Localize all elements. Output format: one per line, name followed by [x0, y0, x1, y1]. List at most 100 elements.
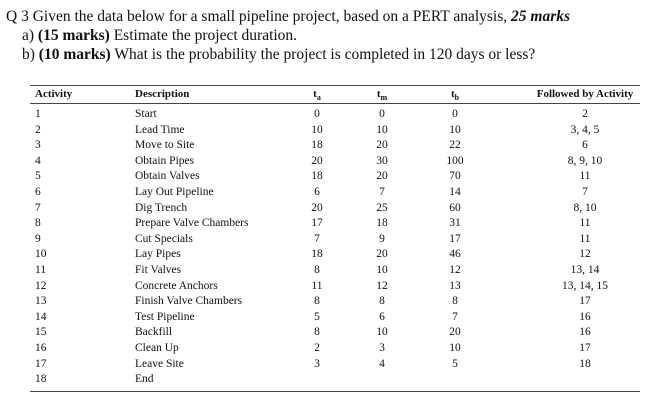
header-sub: b	[454, 93, 460, 103]
header-sub: m	[380, 93, 388, 103]
activity-id: 18	[35, 373, 47, 386]
description: Lead Time	[135, 123, 185, 136]
part-label: b)	[22, 46, 35, 63]
column-header: Followed by Activity	[537, 87, 634, 101]
part-b: b) (10 marks) What is the probability th…	[22, 46, 535, 64]
followed-by: 7	[582, 186, 588, 198]
followed-by: 11	[579, 232, 591, 245]
description: Cut Specials	[135, 232, 193, 245]
table-top-rule	[30, 85, 640, 86]
time-estimate: 20	[449, 326, 461, 339]
followed-by: 3, 4, 5	[570, 123, 600, 136]
followed-by: 16	[579, 310, 591, 323]
time-estimate: 46	[449, 248, 461, 261]
part-label: a)	[22, 27, 35, 44]
time-estimate: 20	[376, 170, 388, 183]
time-estimate: 14	[449, 186, 461, 198]
part-text: What is the probability the project is c…	[114, 46, 536, 63]
time-estimate: 7	[452, 310, 458, 323]
time-estimate: 3	[314, 357, 320, 370]
time-estimate: 12	[376, 279, 388, 292]
activity-id: 15	[35, 326, 47, 339]
followed-by: 17	[579, 342, 591, 354]
time-estimate: 18	[311, 170, 323, 183]
activity-id: 7	[35, 201, 41, 214]
followed-by: 6	[582, 139, 588, 152]
activity-id: 14	[35, 310, 47, 323]
time-estimate: 20	[311, 201, 323, 214]
description: Prepare Valve Chambers	[135, 217, 249, 230]
time-estimate: 6	[379, 310, 385, 323]
description: Lay Pipes	[135, 248, 181, 261]
description: Concrete Anchors	[135, 279, 218, 292]
time-estimate: 20	[376, 248, 388, 261]
time-estimate: 10	[449, 123, 461, 136]
header-sub: a	[316, 93, 321, 103]
followed-by: 17	[579, 295, 591, 308]
followed-by: 8, 10	[573, 201, 597, 214]
header-rule	[30, 103, 640, 104]
time-estimate: 31	[449, 217, 461, 230]
followed-by: 16	[579, 326, 591, 339]
question-marks: 25 marks	[511, 8, 571, 25]
time-estimate: 8	[314, 326, 320, 339]
time-estimate: 13	[449, 279, 461, 292]
table-bottom-rule	[30, 391, 640, 392]
time-estimate: 10	[376, 264, 388, 276]
column-header: Description	[135, 87, 189, 101]
activity-id: 12	[35, 279, 47, 292]
header-main: Description	[135, 88, 190, 100]
time-estimate: 0	[379, 108, 385, 120]
time-estimate: 10	[449, 342, 461, 354]
activity-id: 3	[35, 139, 41, 152]
part-a: a) (15 marks) Estimate the project durat…	[22, 27, 297, 45]
description: Leave Site	[135, 357, 184, 370]
followed-by: 12	[579, 248, 591, 261]
activity-id: 11	[35, 264, 47, 276]
description: Start	[135, 108, 157, 120]
description: Dig Trench	[135, 201, 188, 214]
header-main: Followed by Activity	[536, 88, 634, 100]
description: Move to Site	[135, 139, 195, 152]
time-estimate: 4	[379, 357, 385, 370]
activity-id: 2	[35, 123, 41, 136]
time-estimate: 7	[379, 186, 385, 198]
activity-id: 4	[35, 154, 41, 167]
header-main: t	[313, 88, 317, 100]
time-estimate: 0	[452, 108, 458, 120]
time-estimate: 70	[449, 170, 461, 183]
time-estimate: 2	[314, 342, 320, 354]
activity-id: 16	[35, 342, 47, 354]
time-estimate: 30	[376, 154, 388, 167]
time-estimate: 3	[379, 342, 385, 354]
followed-by: 18	[579, 357, 591, 370]
column-header: tb	[451, 87, 459, 105]
time-estimate: 8	[314, 295, 320, 308]
time-estimate: 8	[452, 295, 458, 308]
time-estimate: 17	[449, 232, 461, 245]
time-estimate: 10	[311, 123, 323, 136]
part-marks: (10 marks)	[38, 46, 111, 63]
description: Lay Out Pipeline	[135, 186, 214, 198]
time-estimate: 17	[311, 217, 323, 230]
question-text: Given the data below for a small pipelin…	[32, 8, 508, 25]
activity-id: 1	[35, 108, 41, 120]
followed-by: 13, 14, 15	[562, 279, 608, 292]
description: Backfill	[135, 326, 173, 339]
time-estimate: 9	[379, 232, 385, 245]
description: Obtain Pipes	[135, 154, 195, 167]
followed-by: 8, 9, 10	[567, 154, 603, 167]
activity-id: 6	[35, 186, 41, 198]
description: End	[135, 373, 154, 386]
time-estimate: 10	[376, 123, 388, 136]
description: Test Pipeline	[135, 310, 195, 323]
time-estimate: 25	[376, 201, 388, 214]
time-estimate: 60	[449, 201, 461, 214]
column-header: ta	[313, 87, 321, 105]
activity-id: 5	[35, 170, 41, 183]
header-main: t	[450, 88, 455, 100]
time-estimate: 12	[449, 264, 461, 276]
activity-id: 17	[35, 357, 47, 370]
time-estimate: 18	[376, 217, 388, 230]
activity-id: 13	[35, 295, 47, 308]
